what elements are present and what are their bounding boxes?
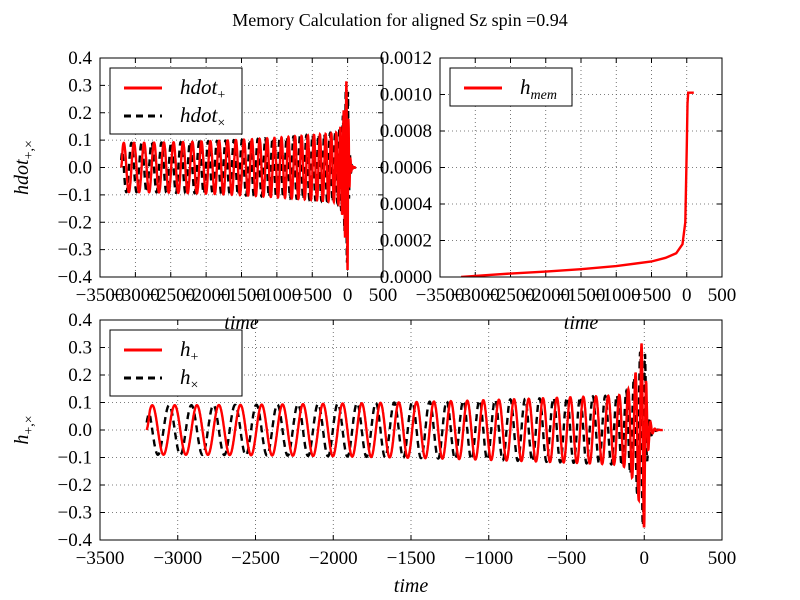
x-tick-label: 0 [640, 548, 650, 569]
x-tick-label: −1000 [464, 548, 513, 569]
plot-area [461, 91, 694, 277]
x-tick-label: −500 [547, 548, 586, 569]
x-tick-label: −3000 [111, 285, 160, 306]
x-tick-label: 500 [708, 548, 737, 569]
x-tick-label: −2000 [521, 285, 570, 306]
x-tick-label: −2000 [309, 548, 358, 569]
x-tick-label: −1500 [217, 285, 266, 306]
axes-frame [99, 319, 723, 541]
plot-area [120, 81, 357, 270]
y-tick-label: 0.1 [68, 393, 92, 414]
y-tick-label: 0.0012 [380, 48, 432, 69]
y-tick-label: −0.2 [58, 212, 92, 233]
y-tick-label: 0.0 [68, 420, 92, 441]
figure-title: Memory Calculation for aligned Sz spin =… [232, 10, 568, 30]
x-tick-label: −3500 [76, 548, 125, 569]
legend-label: h+ [180, 337, 199, 365]
panel-hmem: −3500−3000−2500−2000−1500−1000−500 0 500 0.… [380, 48, 737, 334]
y-tick-label: 0.0008 [380, 121, 432, 142]
legend-label: hmem [520, 75, 557, 103]
y-tick-label: −0.1 [58, 185, 92, 206]
x-tick-label: −1000 [592, 285, 641, 306]
legend-box [109, 67, 243, 135]
y-tick-label: −0.4 [58, 530, 93, 551]
x-tick-label: −3000 [451, 285, 500, 306]
series-line-plus [120, 81, 357, 270]
x-tick-label: 0 [343, 285, 353, 306]
x-tick-label: 500 [708, 285, 737, 306]
x-tick-label: −2500 [486, 285, 535, 306]
y-tick-label: 0.4 [68, 48, 92, 69]
x-tick-label: −1000 [253, 285, 302, 306]
y-tick-label: 0.2 [68, 103, 92, 124]
y-tick-label: 0.4 [68, 310, 92, 331]
x-tick-label: 500 [369, 285, 398, 306]
y-axis-label: hdot+,× [11, 140, 37, 195]
y-tick-label: 0.3 [68, 75, 92, 96]
series-line-cross [145, 351, 663, 526]
x-tick-label: −2000 [182, 285, 231, 306]
x-tick-label: −500 [293, 285, 332, 306]
plot-area [145, 343, 663, 528]
x-axis-label: time [564, 312, 599, 334]
legend-box [109, 329, 243, 397]
legend-label: hdot× [180, 103, 225, 131]
y-tick-label: 0.0 [68, 158, 92, 179]
y-axis-label: h+,× [11, 415, 37, 444]
x-tick-label: −1500 [557, 285, 606, 306]
x-tick-label: −3500 [416, 285, 465, 306]
legend-label: hdot+ [180, 75, 225, 103]
panel-hdot: −3500−3000−2500−2000−1500−1000−500 0 500 −0… [11, 48, 397, 334]
x-tick-label: 0 [682, 285, 692, 306]
x-axis-label: time [224, 312, 259, 334]
axes-frame [99, 57, 384, 278]
y-tick-label: 0.0000 [380, 267, 432, 288]
x-tick-label: −2500 [146, 285, 195, 306]
y-tick-label: 0.0002 [380, 231, 432, 252]
panel-h: −3500 −3000 −2500 −2000 −1500 −1000 −500 0 500 −0… [11, 310, 736, 597]
x-tick-label: −500 [632, 285, 671, 306]
y-tick-label: 0.0004 [380, 194, 433, 215]
y-tick-label: 0.1 [68, 130, 92, 151]
x-tick-label: −3500 [76, 285, 125, 306]
y-tick-label: −0.2 [58, 475, 92, 496]
y-tick-label: 0.2 [68, 365, 92, 386]
y-tick-label: −0.1 [58, 448, 92, 469]
y-tick-label: −0.4 [58, 267, 93, 288]
legend-label: h× [180, 365, 198, 393]
x-axis-label: time [394, 575, 429, 597]
x-tick-label: −2500 [231, 548, 280, 569]
y-tick-label: −0.3 [58, 503, 92, 524]
y-tick-label: 0.0010 [380, 85, 432, 106]
x-tick-label: −3000 [153, 548, 202, 569]
y-tick-label: −0.3 [58, 240, 92, 261]
x-tick-label: −1500 [387, 548, 436, 569]
y-tick-label: 0.0006 [380, 158, 432, 179]
axes-frame [439, 57, 723, 278]
series-line-plus [145, 343, 663, 528]
series-line-hmem [461, 91, 694, 277]
y-tick-label: 0.3 [68, 338, 92, 359]
